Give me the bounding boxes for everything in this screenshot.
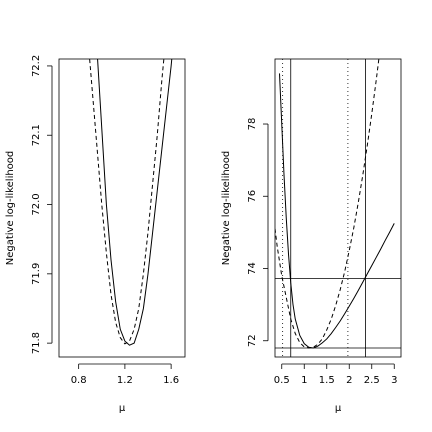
left-plot-frame [58,58,186,358]
right-y-tick-label: 78 [247,118,258,131]
left-y-axis-title: Negative log-likelihood [5,151,16,266]
left-y-tick-label: 72.1 [31,124,42,146]
right-y-axis: 72 74 76 78 [247,118,269,347]
right-series-dashed [275,59,380,349]
left-y-tick-label: 71.8 [31,332,42,354]
right-panel: 0.5 1 1.5 2 2.5 3 72 74 76 78 μ Negative log-lik… [221,58,402,414]
right-y-axis-title: Negative log-likelihood [221,151,232,266]
right-reference-lines [275,59,401,357]
right-y-tick-label: 74 [247,262,258,275]
left-y-tick-label: 72.0 [31,193,42,215]
right-x-axis-title: μ [335,403,342,414]
right-x-tick-label: 1.5 [319,375,335,386]
right-x-tick-label: 2 [346,375,352,386]
right-x-tick-label: 2.5 [364,375,380,386]
left-curves [89,59,173,346]
left-x-tick-label: 1.2 [117,375,133,386]
right-plot-frame [274,58,402,358]
right-curves [275,59,395,349]
left-series-solid [97,59,173,346]
left-x-axis: 0.8 1.2 1.6 [71,363,179,386]
left-series-dashed [89,59,165,345]
left-x-axis-title: μ [119,403,126,414]
right-x-axis: 0.5 1 1.5 2 2.5 3 [274,363,397,386]
left-panel: 0.8 1.2 1.6 71.8 71.9 72.0 72.1 72.2 μ Negativ… [5,55,186,414]
right-x-tick-label: 1 [301,375,307,386]
left-x-tick-label: 1.6 [163,375,179,386]
left-y-tick-label: 71.9 [31,263,42,285]
left-x-tick-label: 0.8 [71,375,87,386]
left-y-axis: 71.8 71.9 72.0 72.1 72.2 [31,55,53,354]
right-series-solid [279,73,395,349]
left-y-tick-label: 72.2 [31,55,42,77]
right-y-tick-label: 72 [247,334,258,347]
right-x-tick-label: 0.5 [274,375,290,386]
right-y-tick-label: 76 [247,190,258,203]
right-x-tick-label: 3 [391,375,397,386]
